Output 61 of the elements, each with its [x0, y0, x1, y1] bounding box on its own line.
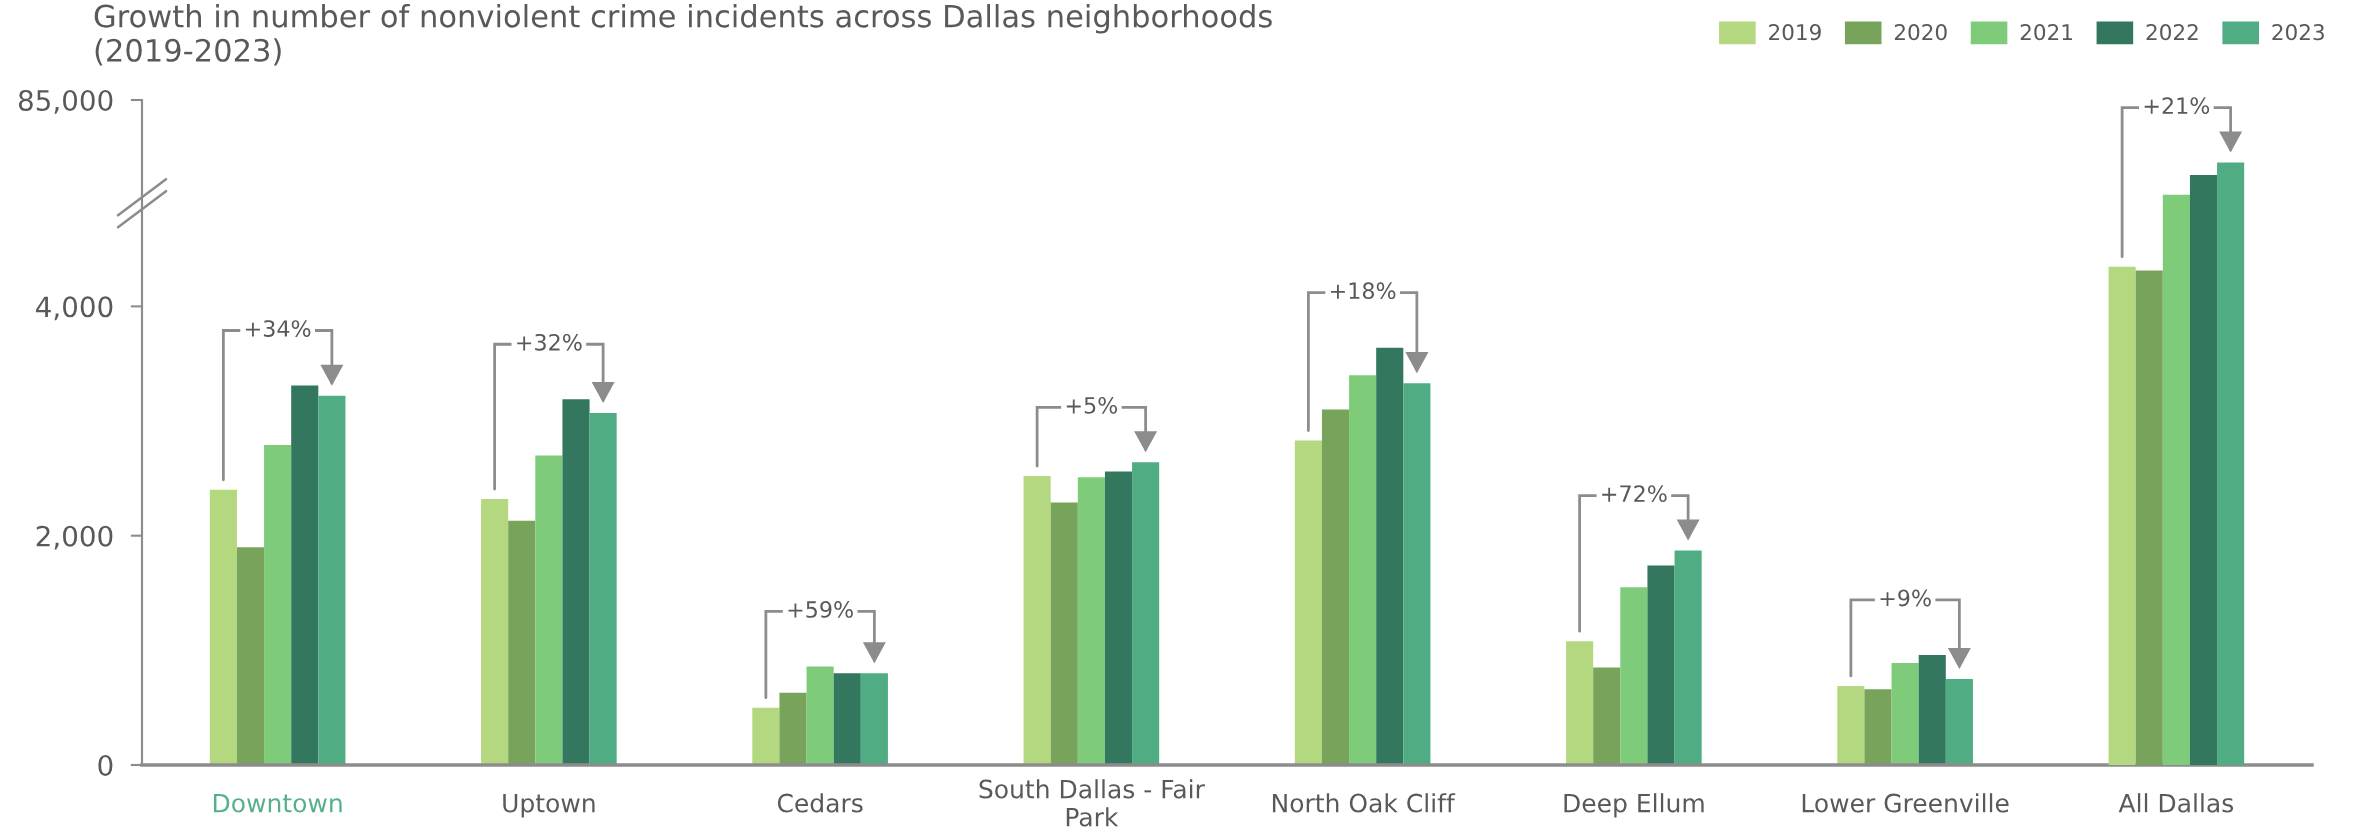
legend-label: 2020 [1894, 24, 1947, 41]
bar [318, 395, 346, 765]
x-tick-label: Cedars [777, 793, 863, 813]
bar [1674, 550, 1702, 765]
legend-label: 2022 [2146, 24, 2198, 41]
legend-label: 2023 [2272, 24, 2324, 41]
bar [562, 399, 590, 765]
bar [1376, 347, 1404, 765]
annotation: +72% [1602, 485, 1667, 503]
bar [1294, 440, 1322, 765]
bar [1620, 587, 1648, 765]
bar [481, 499, 509, 765]
bar [236, 547, 265, 765]
bar [752, 707, 780, 765]
bar [1593, 667, 1621, 765]
bar [291, 385, 319, 765]
bar [1321, 409, 1350, 765]
bar [1023, 476, 1051, 765]
bar [833, 673, 861, 765]
y2-tick-label: 0 [98, 754, 113, 776]
y2-tick-label: 85,000 [18, 89, 113, 114]
x-tick-label: All Dallas [2118, 793, 2234, 813]
y-tick-label: 2,000 [36, 525, 113, 550]
annotation: +32% [517, 333, 582, 351]
bar [1566, 641, 1594, 765]
bar [209, 489, 237, 765]
bar [1132, 462, 1160, 765]
annotation: +59% [788, 601, 853, 618]
bar [589, 413, 617, 765]
x-tick-label: Uptown [503, 793, 595, 818]
bar [806, 666, 834, 765]
annotation: +21% [2144, 97, 2210, 115]
bar [1403, 383, 1431, 765]
x-tick-label: Deep Ellum [1564, 793, 1704, 818]
bar [1864, 689, 1892, 765]
annotation: +9% [1880, 589, 1931, 607]
bar [535, 455, 563, 765]
annotation: +34% [245, 320, 311, 337]
bar [779, 692, 807, 765]
bar [1050, 502, 1078, 765]
bar [860, 673, 888, 765]
legend-label: 2019 [1769, 24, 1821, 41]
bar [1945, 679, 1973, 765]
bar [1104, 471, 1133, 765]
legend-label: 2021 [2020, 24, 2072, 41]
bar [1918, 654, 1946, 765]
y-tick-label: 4,000 [36, 296, 113, 321]
x-tick-label: South Dallas - Fair Park [979, 779, 1205, 827]
x-tick-label: Lower Greenville [1802, 793, 2009, 813]
bar [1077, 477, 1105, 765]
chart-title: Growth in number of nonviolent crime incidents across Dallas neighborhoods (2019-2023) [94, 4, 1272, 66]
annotation: +18% [1330, 282, 1396, 300]
bar [1647, 565, 1675, 765]
bar [508, 520, 536, 765]
x-tick-label: Downtown [213, 793, 342, 813]
bar [1891, 662, 1919, 765]
annotation: +5% [1066, 396, 1118, 414]
bar [1837, 685, 1865, 765]
x-tick-label: North Oak Cliff [1272, 793, 1456, 813]
bar [1349, 375, 1377, 765]
bar [264, 445, 292, 765]
